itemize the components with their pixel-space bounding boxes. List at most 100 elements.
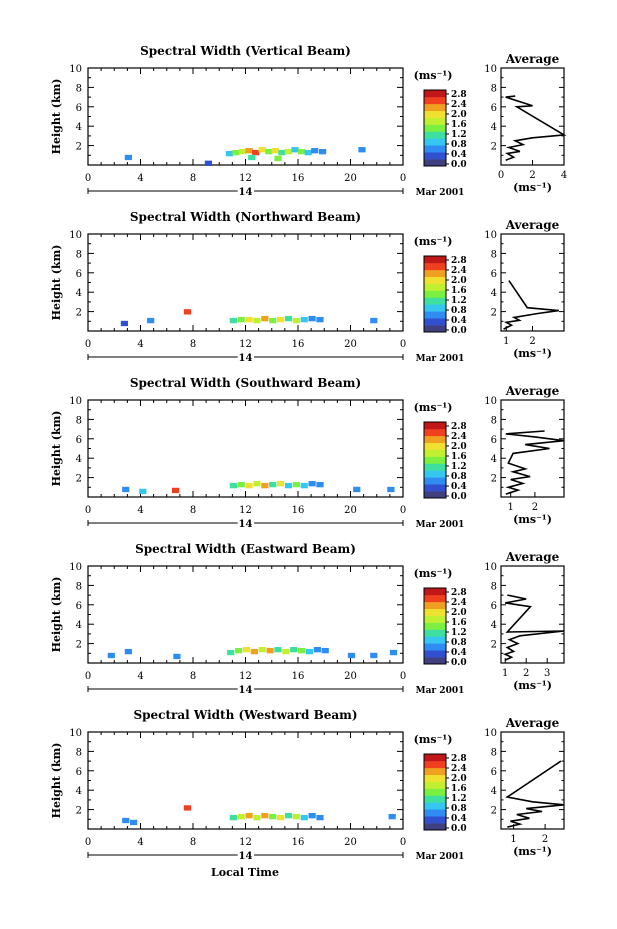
colorbar-tick-label: 1.6 — [451, 452, 467, 462]
colorbar-segment — [424, 290, 446, 298]
x-tick-label: 8 — [190, 505, 196, 516]
x-tick-label: 16 — [292, 505, 305, 516]
colorbar-frame — [423, 89, 447, 167]
data-cell — [235, 647, 243, 654]
average-x-label: (ms⁻¹) — [513, 181, 552, 194]
colorbar-tick-label: 2.0 — [451, 442, 467, 452]
colorbar-tick-label: 1.2 — [451, 130, 467, 140]
colorbar-segment — [424, 262, 446, 271]
x-tick-label: 12 — [239, 837, 252, 848]
average-x-tick-label: 2 — [523, 668, 529, 679]
average-y-tick-label: 2 — [491, 640, 497, 651]
data-cell — [284, 148, 293, 155]
average-x-tick-label: 4 — [561, 170, 567, 181]
average-y-tick-label: 8 — [491, 83, 497, 94]
average-y-tick-label: 2 — [491, 308, 497, 319]
data-cell — [245, 316, 253, 323]
x-tick-label: 4 — [137, 837, 143, 848]
data-cell — [245, 812, 253, 819]
colorbar-segment — [424, 588, 446, 596]
data-cell — [292, 481, 300, 488]
average-title: Average — [505, 716, 560, 730]
data-cell — [284, 315, 293, 322]
data-cell — [225, 150, 234, 157]
colorbar-segment — [424, 152, 446, 160]
data-cell — [298, 647, 306, 654]
colorbar-tick-label: 0.8 — [451, 140, 467, 150]
panel-title: Spectral Width (Westward Beam) — [133, 708, 357, 722]
colorbar-segment — [424, 283, 446, 291]
y-tick-label: 4 — [76, 620, 82, 631]
colorbar-segment — [424, 131, 446, 139]
colorbar-segment — [424, 276, 446, 284]
y-tick-label: 2 — [76, 308, 82, 319]
x-tick-label: 12 — [239, 505, 252, 516]
colorbar-tick-label: 1.2 — [451, 462, 467, 472]
average-y-tick-label: 4 — [491, 620, 497, 631]
average-y-tick-label: 8 — [491, 747, 497, 758]
date-label: Mar 2001 — [416, 354, 465, 364]
data-cell — [245, 148, 253, 154]
date-label: Mar 2001 — [416, 852, 465, 862]
y-tick-label: 6 — [76, 269, 82, 280]
data-cell — [265, 148, 273, 155]
colorbar-segment — [424, 442, 446, 450]
colorbar-tick-label: 2.8 — [451, 588, 467, 598]
xaxis-title: Local Time — [211, 866, 279, 879]
colorbar-tick-label: 1.2 — [451, 794, 467, 804]
data-cell — [124, 648, 132, 655]
y-tick-label: 8 — [76, 249, 82, 260]
day-label: 14 — [239, 353, 253, 364]
data-cell — [183, 805, 192, 811]
data-cell — [238, 148, 247, 155]
x-tick-label: 20 — [344, 173, 357, 184]
average-profile-line — [505, 760, 565, 828]
average-y-tick-label: 2 — [491, 142, 497, 153]
colorbar-tick-label: 0.4 — [451, 814, 467, 824]
data-cell — [229, 814, 237, 821]
x-tick-label: 20 — [344, 837, 357, 848]
day-label: 14 — [239, 851, 253, 862]
colorbar-tick-label: 2.4 — [451, 432, 467, 442]
x-tick-label: 0 — [400, 505, 406, 516]
data-cell — [122, 486, 130, 493]
colorbar-segment — [424, 795, 446, 803]
colorbar-unit: (ms⁻¹) — [414, 733, 453, 746]
colorbar-segment — [424, 256, 446, 264]
data-cell — [316, 481, 324, 488]
x-tick-label: 20 — [344, 505, 357, 516]
colorbar-tick-label: 2.0 — [451, 608, 467, 618]
data-cell — [183, 309, 192, 315]
day-label: 14 — [239, 187, 253, 198]
colorbar-segment — [424, 781, 446, 789]
average-y-tick-label: 2 — [491, 806, 497, 817]
data-cell — [227, 649, 235, 656]
colorbar-tick-label: 0.0 — [451, 160, 467, 170]
colorbar-tick-label: 0.8 — [451, 306, 467, 316]
plot-frame — [87, 233, 404, 332]
colorbar-segment — [424, 657, 446, 665]
x-tick-label: 16 — [292, 173, 305, 184]
data-cell — [308, 812, 316, 819]
y-tick-label: 4 — [76, 288, 82, 299]
y-tick-label: 10 — [69, 728, 82, 739]
data-cell — [242, 646, 251, 653]
colorbar-tick-label: 2.4 — [451, 266, 467, 276]
data-cell — [147, 317, 155, 324]
y-axis-label: Height (km) — [50, 245, 63, 321]
colorbar-segment — [424, 823, 446, 831]
colorbar-segment — [424, 477, 446, 485]
data-cell — [305, 648, 314, 655]
data-cell — [120, 320, 129, 327]
x-tick-label: 16 — [292, 671, 305, 682]
colorbar-tick-label: 2.4 — [451, 100, 467, 110]
data-cell — [308, 315, 316, 322]
average-x-label: (ms⁻¹) — [513, 845, 552, 858]
data-cell — [237, 316, 245, 323]
data-cell — [229, 482, 237, 489]
colorbar-tick-label: 0.8 — [451, 638, 467, 648]
colorbar-tick-label: 2.0 — [451, 276, 467, 286]
panel-1: Spectral Width (Vertical Beam)0 4 8 12 16 20 0… — [50, 44, 567, 200]
colorbar-segment — [424, 449, 446, 457]
x-tick-label: 0 — [85, 173, 91, 184]
